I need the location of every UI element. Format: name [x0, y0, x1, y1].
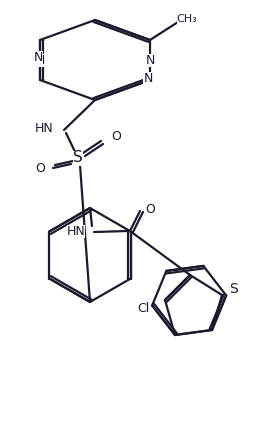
Text: N: N [33, 51, 43, 63]
Text: N: N [143, 71, 153, 85]
Text: O: O [145, 202, 155, 215]
Text: HN: HN [67, 225, 85, 237]
Text: S: S [73, 151, 83, 166]
Text: O: O [111, 129, 121, 143]
Text: N: N [145, 54, 155, 66]
Text: Cl: Cl [137, 302, 149, 315]
Text: S: S [229, 282, 237, 296]
Text: O: O [35, 162, 45, 175]
Text: HN: HN [35, 121, 54, 135]
Text: CH₃: CH₃ [177, 14, 197, 24]
Text: N: N [35, 54, 45, 66]
